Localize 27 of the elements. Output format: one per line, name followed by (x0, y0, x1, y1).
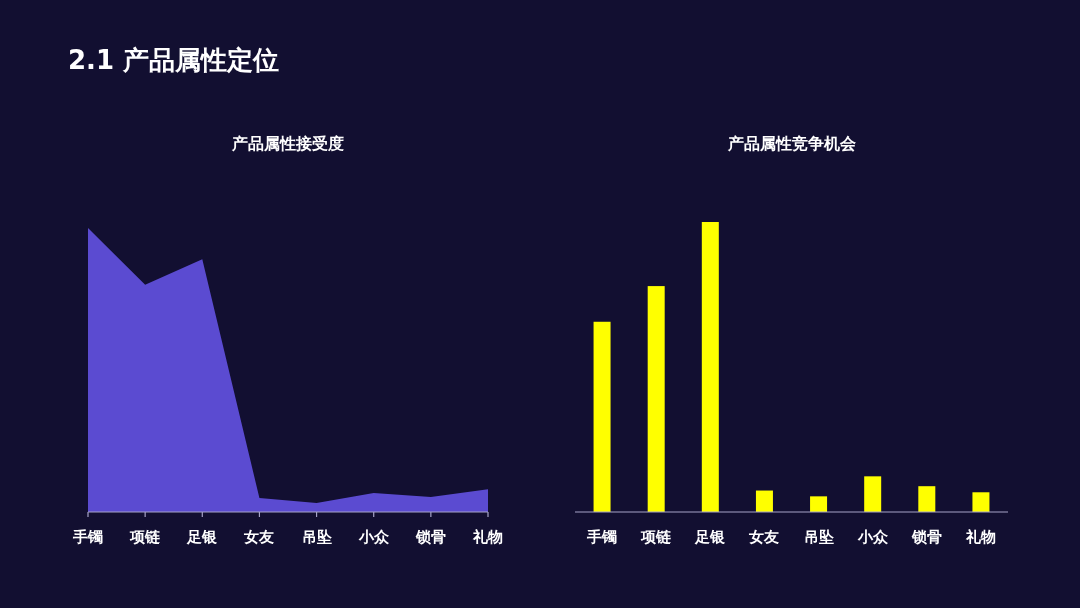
x-tick-label: 小众 (357, 528, 390, 546)
chart-title: 产品属性竞争机会 (726, 133, 857, 153)
bar (918, 486, 936, 512)
x-tick-label: 女友 (748, 528, 780, 546)
x-tick-label: 足银 (186, 528, 219, 546)
x-tick-label: 足银 (694, 528, 727, 546)
bar (810, 496, 828, 512)
x-tick-label: 女友 (243, 528, 275, 546)
x-tick-label: 项链 (640, 528, 673, 546)
bar (755, 490, 773, 512)
x-tick-label: 锁骨 (414, 528, 446, 546)
bar (864, 476, 882, 512)
x-tick-label: 锁骨 (910, 528, 942, 546)
bar (701, 222, 719, 512)
bar (972, 492, 990, 512)
text: 2.1 产品属性定位 (68, 45, 280, 75)
x-tick-label: 礼物 (472, 528, 503, 546)
x-tick-label: 手镯 (586, 528, 618, 546)
x-tick-label: 吊坠 (301, 528, 332, 546)
bar (593, 321, 611, 512)
x-tick-label: 礼物 (964, 528, 996, 546)
bar (647, 286, 665, 512)
x-tick-label: 手镯 (72, 528, 103, 546)
x-tick-label: 小众 (856, 528, 889, 546)
chart-title: 产品属性接受度 (231, 133, 344, 153)
x-tick-label: 项链 (129, 528, 162, 546)
x-tick-label: 吊坠 (803, 528, 834, 546)
